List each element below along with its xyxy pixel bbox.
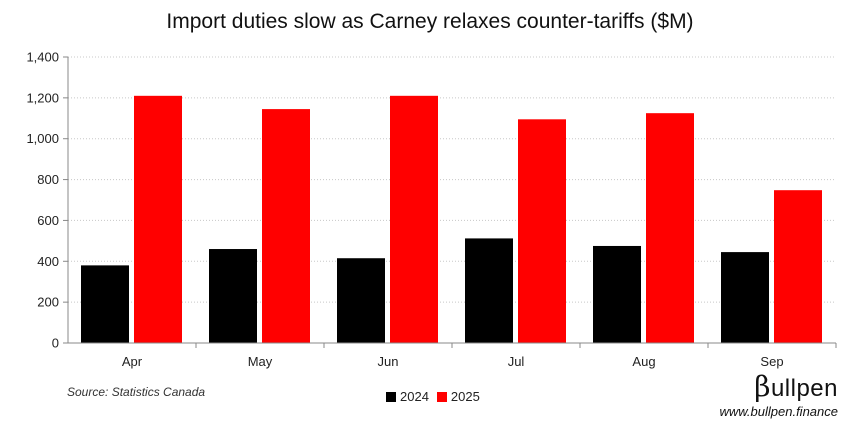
x-tick-label: Aug [632,354,655,369]
bar-2024-sep [721,252,769,343]
legend-label-2024: 2024 [400,389,429,404]
y-axis: 0 200 400 600 800 1,000 1,200 1,400 [26,50,69,351]
bar-2025-may [262,109,310,343]
bar-2025-apr [134,95,182,343]
bar-2024-jun [337,258,385,343]
y-tick-label: 600 [37,213,59,228]
source-note: Source: Statistics Canada [67,385,206,399]
brand-name: ullpen [770,375,838,402]
y-tick-label: 200 [37,295,59,310]
y-tick-label: 1,200 [26,90,59,105]
legend-swatch-2024 [386,391,396,402]
brand-beta-glyph: β [754,370,771,403]
x-tick-label: Apr [122,354,143,369]
legend-item-2024: 2024 [386,389,429,404]
x-axis: Apr May Jun Jul Aug Sep [68,342,837,369]
y-tick-label: 1,400 [26,50,59,65]
x-tick-label: Sep [760,354,783,369]
legend-item-2025: 2025 [436,389,480,404]
gridlines [68,56,836,303]
legend-label-2025: 2025 [450,389,480,404]
bar-2025-jun [390,95,438,343]
legend-swatch-2025 [436,391,447,402]
brand: βullpen www.bullpen.finance [719,373,838,420]
bar-2025-aug [646,113,694,343]
bars [81,95,822,343]
x-tick-label: Jun [378,354,399,369]
x-tick-label: May [248,354,273,369]
x-tick-label: Jul [508,354,525,369]
bar-2025-jul [518,119,566,343]
y-tick-label: 1,000 [26,131,59,146]
bar-2025-sep [774,190,822,343]
y-tick-label: 400 [37,254,59,269]
y-tick-label: 0 [52,336,59,351]
legend: 2024 2025 [386,389,488,404]
y-tick-label: 800 [37,172,59,187]
brand-logo: βullpen [719,373,838,402]
bar-2024-jul [465,238,513,343]
bar-2024-may [209,249,257,343]
brand-url: www.bullpen.finance [719,404,838,419]
bar-2024-aug [593,245,641,343]
bar-2024-apr [81,265,129,343]
chart-title: Import duties slow as Carney relaxes cou… [166,10,693,33]
